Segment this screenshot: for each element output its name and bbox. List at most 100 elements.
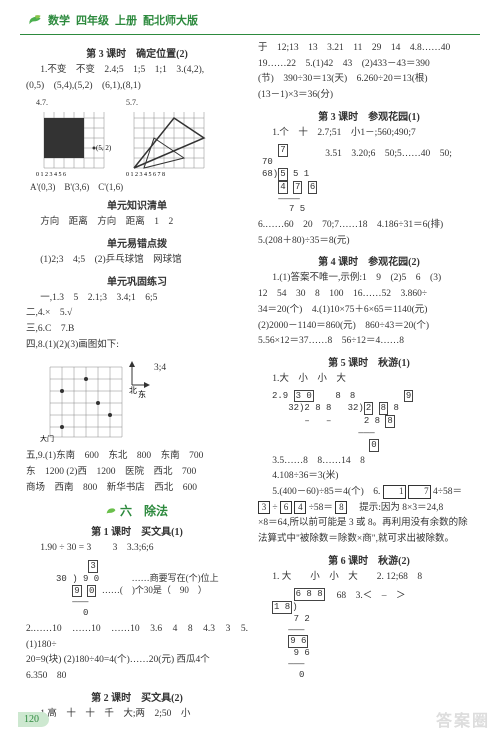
section-title: 第 1 课时 买文具(1): [26, 523, 248, 538]
text-line: 20=9(块) (2)180÷40=4(个)……20(元) 西瓜4个: [26, 653, 248, 669]
inline-text: ÷: [272, 503, 277, 513]
text-line: (节) 390÷30＝13(天) 6.260÷20＝13(根): [258, 72, 480, 88]
text-line: 1.高 十 十 千 大;两 2;50 小: [26, 707, 248, 723]
calc-note: ……商要写在(个)位上: [132, 573, 219, 583]
inline-text: 3 3.3;6;6: [113, 543, 154, 553]
header-edition: 配北师大版: [143, 12, 198, 28]
text-line: 五,9.(1)东南 600 东北 800 东南 700: [26, 449, 248, 465]
grid-1: 4.7. (5, 2) 0 1 2 3 4 5 6: [36, 97, 118, 178]
right-column: 于 12;13 13 3.21 11 29 14 4.8……40 19……22 …: [258, 41, 480, 722]
calc-note: ……( )个30是（ 90 ）: [102, 585, 207, 595]
text-line: 三,6.C 7.B: [26, 322, 248, 338]
boxed-num: 7: [408, 485, 431, 499]
text-line: (2)2000－1140＝860(元) 860÷43＝20(个): [258, 319, 480, 335]
boxed-num: 1: [383, 485, 406, 499]
long-division: 3 30 ) 9 0 ……商要写在(个)位上 9 0 ……( )个30是（ 90…: [56, 560, 248, 619]
text-line: 商场 西南 800 新华书店 西北 600: [26, 481, 248, 497]
section-title: 第 6 课时 秋游(2): [258, 552, 480, 567]
text-line: 1.不变 不变 2.4;5 1;5 1;1 3.(4,2),: [26, 63, 248, 79]
grid-2: 5.7. 0 1 2 3 4 5 6 7 8: [126, 97, 208, 178]
text-line: 5.(208＋80)÷35＝8(元): [258, 234, 480, 250]
text-line: (0,5) (5,4),(5,2) (6,1),(8,1): [26, 79, 248, 95]
text-line: 1.大 小 小 大: [258, 372, 480, 388]
section-title: 单元易错点拨: [26, 235, 248, 250]
text-line: 6.350 80: [26, 669, 248, 685]
text-line: 四,8.(1)(2)(3)画图如下:: [26, 338, 248, 354]
boxed-num: 6: [280, 501, 292, 515]
header-volume: 上册: [115, 12, 137, 28]
section-title: 第 3 课时 确定位置(2): [26, 45, 248, 60]
text-line: 1.个 十 2.7;51 小1－;560;490;7: [258, 126, 480, 142]
inline-text: 提示:因为 8×3＝24,8: [359, 503, 443, 513]
header-subject: 数学: [48, 12, 70, 28]
watermark: 答案圈: [436, 707, 490, 731]
leaf-icon: [28, 14, 42, 26]
boxed-num: 3: [258, 501, 270, 515]
svg-text:0 1 2 3 4 5 6 7 8: 0 1 2 3 4 5 6 7 8: [126, 172, 165, 178]
text-line: 4.108÷36＝3(米): [258, 469, 480, 485]
header-rule: [20, 34, 480, 35]
inline-text: 4÷58＝: [433, 487, 462, 497]
leaf-icon: [106, 507, 116, 515]
coord-labels: A'(0,3) B'(3,6) C'(1,6): [30, 180, 248, 193]
chapter-title: 六 除法: [26, 502, 248, 519]
boxed-num: 4: [294, 501, 306, 515]
text-line: 东 1200 (2)西 1200 医院 西北 700: [26, 465, 248, 481]
section-title: 第 3 课时 参观花园(1): [258, 108, 480, 123]
grid-1-svg: (5, 2) 0 1 2 3 4 5 6: [36, 108, 118, 178]
svg-text:大门: 大门: [40, 434, 54, 443]
text-line: 2.……10 ……10 ……10 3.6 4 8 4.3 3 5.(1)180÷: [26, 622, 248, 653]
inline-text: 5.(400－60)÷85＝4(个) 6.: [272, 487, 380, 497]
section-title: 第 4 课时 参观花园(2): [258, 253, 480, 268]
text-line: 3.51 3.20;6 50;5……40 50;: [325, 147, 480, 163]
text-line: 34＝20(个) 4.(1)10×75＋6×65＝1140(元): [258, 303, 480, 319]
grid-2-label: 5.7.: [126, 98, 138, 107]
text-line: 一,1.3 5 2.1;3 3.4;1 6;5: [26, 291, 248, 307]
section-title: 单元知识清单: [26, 197, 248, 212]
long-division: 7 70 68)5 5 1 4 7 6 ———— 7 5: [262, 144, 317, 215]
text-line: 6.……60 20 70;7……18 4.186÷31＝6(排): [258, 218, 480, 234]
section-title: 第 5 课时 秋游(1): [258, 354, 480, 369]
chapter-title-text: 六 除法: [120, 502, 168, 519]
grid-2-svg: 0 1 2 3 4 5 6 7 8: [126, 108, 208, 178]
svg-text:(5, 2): (5, 2): [96, 144, 112, 152]
grid-side-label: 3;4: [154, 361, 166, 377]
text-line: 19……22 5.(1)42 43 (2)433－43＝390: [258, 57, 480, 73]
direction-grid: 大门 北 东: [40, 357, 150, 447]
calc-row-group: 2.9 3 0 8 8 9 32)2 8 8 32)2 8 8 – – 2 8 …: [272, 390, 480, 452]
text-line: 3.5……8 8……14 8: [258, 454, 480, 470]
calc-row: 70: [262, 157, 317, 168]
text-line: (13－1)×3＝36(分): [258, 88, 480, 104]
coordinate-grids: 4.7. (5, 2) 0 1 2 3 4 5 6 5.7.: [36, 97, 248, 178]
section-title: 第 2 课时 买文具(2): [26, 689, 248, 704]
text-line: 1.90 ÷ 30 = 3 3 3.3;6;6: [26, 541, 248, 557]
text-line: (1)2;3 4;5 (2)乒乓球馆 网球馆: [26, 253, 248, 269]
svg-text:东: 东: [138, 389, 146, 399]
inline-text: ÷58＝: [309, 503, 333, 513]
left-column: 第 3 课时 确定位置(2) 1.不变 不变 2.4;5 1;5 1;1 3.(…: [26, 41, 248, 722]
grid-1-label: 4.7.: [36, 98, 48, 107]
text-line: 二,4.× 5.√: [26, 306, 248, 322]
section-title: 单元巩固练习: [26, 273, 248, 288]
long-division: 2.9 3 0 8 8 9 32)2 8 8 32)2 8 8 – – 2 8 …: [272, 390, 413, 452]
text-line: 1. 大 小 小 大 2. 12;68 8: [258, 570, 480, 586]
text-line: 5.56×12＝37……8 56÷12＝4……8: [258, 334, 480, 350]
text-line: 方向 距离 方向 距离 1 2: [26, 215, 248, 231]
text-line: 5.(400－60)÷85＝4(个) 6. 1 7 4÷58＝: [258, 485, 480, 501]
text-line: 68 3.＜ – ＞: [337, 589, 406, 605]
long-division: 6 8 8 1 8) 7 2 ——— 9 6 9 6 ——— 0: [272, 588, 325, 680]
text-line: ×8＝64,所以前可能是 3 或 8。再利用没有余数的除: [258, 516, 480, 532]
text-line: 法算式中"被除数＝除数×商",就可求出被除数。: [258, 532, 480, 548]
inline-text: 1.90 ÷ 30 = 3: [40, 543, 91, 553]
page-header: 数学 四年级 上册 配北师大版: [0, 0, 500, 32]
text-line: 1.(1)答案不唯一,示例:1 9 (2)5 6 (3): [258, 271, 480, 287]
header-grade: 四年级: [76, 12, 109, 28]
svg-text:0 1 2 3 4 5 6: 0 1 2 3 4 5 6: [36, 172, 66, 178]
text-line: 3 ÷ 6 4 ÷58＝ 8 提示:因为 8×3＝24,8: [258, 501, 480, 517]
boxed-num: 8: [335, 501, 347, 515]
text-line: 于 12;13 13 3.21 11 29 14 4.8……40: [258, 41, 480, 57]
page-number: 120: [18, 712, 49, 727]
svg-text:北: 北: [129, 386, 137, 395]
content-columns: 第 3 课时 确定位置(2) 1.不变 不变 2.4;5 1;5 1;1 3.(…: [0, 41, 500, 722]
text-line: 12 54 30 8 100 16……52 3.860÷: [258, 287, 480, 303]
